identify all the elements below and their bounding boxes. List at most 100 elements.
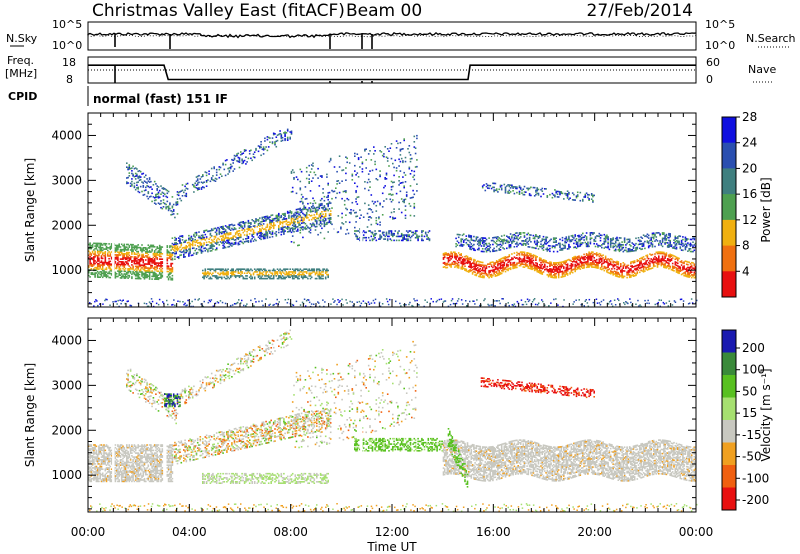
data-cell xyxy=(194,244,196,246)
data-cell xyxy=(317,167,319,170)
data-cell xyxy=(133,262,136,265)
data-cell xyxy=(327,269,329,272)
data-cell xyxy=(147,247,150,249)
data-cell xyxy=(167,209,170,212)
data-cell xyxy=(305,197,308,200)
data-cell xyxy=(110,245,113,248)
data-cell xyxy=(271,218,274,220)
data-cell xyxy=(321,211,323,213)
data-cell xyxy=(123,246,126,248)
data-cell xyxy=(123,244,126,247)
data-cell xyxy=(155,252,157,255)
data-cell xyxy=(255,219,257,222)
data-cell xyxy=(324,215,327,218)
data-cell xyxy=(328,160,331,163)
data-cell xyxy=(318,204,321,207)
data-cell xyxy=(304,208,307,210)
data-cell xyxy=(270,233,272,236)
data-cell xyxy=(96,256,99,258)
data-cell xyxy=(89,251,91,254)
data-cell xyxy=(108,260,110,263)
data-cell xyxy=(138,258,141,261)
data-cell xyxy=(526,264,528,266)
data-cell xyxy=(224,237,227,239)
data-cell xyxy=(96,262,99,265)
data-cell xyxy=(96,252,99,254)
data-cell xyxy=(136,168,138,170)
data-cell xyxy=(99,242,101,245)
data-cell xyxy=(94,260,96,262)
data-cell xyxy=(233,227,236,229)
data-cell xyxy=(209,180,212,183)
data-cell xyxy=(95,268,98,270)
data-cell xyxy=(147,271,150,273)
data-cell xyxy=(129,255,132,258)
data-cell xyxy=(127,274,129,277)
data-cell xyxy=(465,242,468,244)
data-cell xyxy=(137,181,139,183)
data-cell xyxy=(502,241,504,244)
data-cell xyxy=(245,221,247,224)
data-cell xyxy=(189,252,191,254)
data-cell xyxy=(248,226,251,228)
data-cell xyxy=(90,268,93,270)
data-cell xyxy=(202,276,204,279)
data-cell xyxy=(223,240,226,242)
data-cell xyxy=(156,278,158,280)
data-cell xyxy=(119,267,122,270)
data-cell xyxy=(114,271,117,274)
data-cell xyxy=(188,255,190,257)
data-cell xyxy=(266,271,269,273)
data-cell xyxy=(123,247,126,250)
data-cell xyxy=(90,245,93,247)
data-cell xyxy=(95,243,98,246)
data-cell xyxy=(289,230,291,233)
data-cell xyxy=(123,249,126,251)
data-cell xyxy=(136,248,138,250)
data-cell xyxy=(203,238,205,240)
data-cell xyxy=(227,239,229,241)
data-cell xyxy=(303,227,305,229)
data-cell xyxy=(108,276,110,279)
data-cell xyxy=(153,246,156,248)
data-cell xyxy=(356,203,359,205)
data-cell xyxy=(151,278,153,280)
data-cell xyxy=(214,276,217,279)
data-cell xyxy=(166,245,169,247)
data-cell xyxy=(654,245,656,248)
data-cell xyxy=(298,213,300,216)
data-cell xyxy=(684,236,687,239)
data-cell xyxy=(682,236,684,238)
data-cell xyxy=(95,254,98,257)
data-cell xyxy=(128,269,131,271)
data-cell xyxy=(326,203,328,205)
data-cell xyxy=(171,270,174,273)
data-cell xyxy=(647,234,650,237)
data-cell xyxy=(664,264,666,266)
data-cell xyxy=(177,240,180,242)
data-cell xyxy=(217,272,219,274)
data-cell xyxy=(540,257,542,260)
data-cell xyxy=(485,264,488,267)
data-cell xyxy=(661,255,664,258)
data-cell xyxy=(327,196,329,198)
data-cell xyxy=(588,245,590,248)
data-cell xyxy=(550,261,552,264)
data-cell xyxy=(594,245,597,248)
data-cell xyxy=(240,221,242,224)
data-cell xyxy=(212,175,214,177)
data-cell xyxy=(485,267,488,270)
data-cell xyxy=(109,245,112,248)
data-cell xyxy=(155,256,157,259)
data-cell xyxy=(576,243,579,245)
data-cell xyxy=(176,198,179,200)
data-cell xyxy=(626,242,628,245)
data-cell xyxy=(207,275,209,277)
data-cell xyxy=(238,160,241,162)
data-cell xyxy=(456,244,459,246)
data-cell xyxy=(160,273,162,275)
data-cell xyxy=(143,268,146,271)
data-cell xyxy=(175,241,177,244)
data-cell xyxy=(603,233,606,236)
data-cell xyxy=(115,266,118,268)
